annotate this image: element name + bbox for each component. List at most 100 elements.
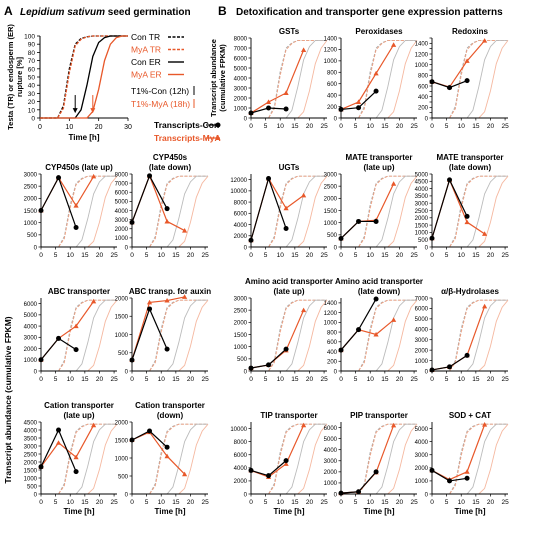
series-line-mya — [431, 40, 486, 88]
reference-germination-curve — [251, 299, 327, 372]
con-point — [266, 473, 272, 479]
x-tick-label: 5 — [264, 123, 268, 130]
reference-germination-curve — [341, 423, 417, 495]
reference-germination-curve — [341, 423, 417, 495]
y-tick-label: 70 — [28, 58, 36, 65]
x-tick-label: 15 — [472, 499, 480, 506]
y-tick-label: 2000 — [415, 348, 429, 354]
y-tick-label: 12000 — [230, 178, 247, 184]
x-tick-label: 25 — [320, 499, 328, 506]
reference-germination-curve — [432, 175, 508, 248]
x-tick-label: 15 — [172, 252, 180, 259]
con-point — [73, 469, 79, 475]
mya-point — [391, 317, 397, 322]
reference-germination-curve — [432, 175, 508, 248]
chart-title: (late down) — [358, 287, 401, 296]
chart-title: UGTs — [279, 163, 300, 172]
con-point — [248, 110, 254, 116]
mya-point — [464, 58, 470, 63]
y-tick-label: 2000 — [324, 470, 338, 476]
y-tick-label: 1200 — [324, 311, 338, 317]
y-tick-label: 1500 — [115, 438, 129, 444]
y-tick-label: 5000 — [415, 317, 429, 323]
y-tick-label: 0 — [244, 245, 248, 251]
y-tick-label: 1000 — [324, 59, 338, 65]
x-tick-label: 20 — [487, 252, 495, 259]
reference-germination-curve — [432, 299, 509, 372]
x-tick-label: 0 — [249, 376, 253, 383]
series-line-mya — [250, 176, 304, 241]
mya-point — [73, 203, 79, 208]
y-tick-label: 80 — [28, 50, 36, 57]
y-tick-label: 0 — [425, 245, 429, 251]
x-tick-label: 15 — [472, 376, 480, 383]
reference-germination-curve — [132, 175, 208, 248]
y-tick-label: 1200 — [324, 48, 338, 54]
y-tick-label: 4000 — [115, 209, 129, 215]
reference-germination-curve — [341, 299, 417, 372]
reference-germination-curve — [251, 39, 327, 119]
con-point — [373, 469, 379, 475]
y-tick-label: 400 — [327, 350, 338, 356]
y-tick-label: 1000 — [234, 345, 248, 351]
y-tick-label: 4000 — [234, 76, 248, 82]
x-tick-label: 5 — [54, 252, 58, 259]
y-tick-label: 6000 — [234, 453, 248, 459]
y-tick-label: 2500 — [324, 184, 338, 190]
y-tick-label: 3000 — [415, 202, 429, 208]
mya-point — [182, 227, 188, 233]
x-tick-label: 0 — [430, 499, 434, 506]
y-tick-label: 2000 — [115, 420, 129, 426]
mya-point — [164, 453, 170, 459]
small-chart: 0 5 10 15 20 25 0 500 1000 1500 2000 2500 3000 MATE t… — [324, 153, 418, 259]
y-tick-label: 5000 — [415, 172, 429, 178]
x-tick-label: 25 — [110, 499, 118, 506]
con-point — [248, 365, 254, 371]
reference-germination-curve — [41, 423, 117, 495]
y-tick-label: 0 — [334, 369, 338, 375]
y-tick-label: 3000 — [234, 86, 248, 92]
x-tick-label: 5 — [445, 376, 449, 383]
x-tick-label: 20 — [187, 252, 195, 259]
x-tick-label: 20 — [96, 252, 104, 259]
y-tick-label: 800 — [327, 330, 338, 336]
y-tick-label: 4000 — [415, 187, 429, 193]
con-point — [429, 367, 435, 373]
mya-point — [464, 469, 470, 474]
x-tick-label: 25 — [320, 252, 328, 259]
y-tick-label: 30 — [28, 91, 36, 98]
con-point — [283, 458, 289, 464]
reference-germination-curve — [41, 423, 118, 495]
con-point — [429, 235, 435, 241]
x-tick-label: 10 — [65, 124, 73, 131]
con-point — [447, 478, 453, 484]
chart-title: Amino acid transporter — [245, 277, 333, 286]
x-tick-label: 0 — [249, 499, 253, 506]
y-tick-label: 1000 — [415, 63, 429, 69]
reference-germination-curve — [432, 175, 509, 248]
y-tick-label: 200 — [327, 105, 338, 111]
y-tick-label: 0 — [125, 245, 129, 251]
x-tick-label: 5 — [54, 499, 58, 506]
chart-title: MATE transporter — [437, 153, 504, 162]
x-tick-label: 10 — [367, 252, 375, 259]
y-tick-label: 3000 — [415, 453, 429, 459]
chart-title: CYP450s — [153, 153, 188, 162]
reference-germination-curve — [341, 39, 417, 119]
x-tick-label: 15 — [472, 123, 480, 130]
small-chart: 0 5 10 15 20 25050010001500200025003000350040… — [415, 153, 509, 259]
panel-a-ylabel-2: rupture [%] — [15, 57, 24, 98]
mya-point — [482, 231, 488, 236]
x-tick-label: 25 — [501, 499, 509, 506]
mya-point — [73, 454, 79, 460]
y-tick-label: 0 — [125, 369, 129, 375]
y-tick-label: 6000 — [234, 212, 248, 218]
y-tick-label: 2000 — [234, 96, 248, 102]
y-tick-label: 3000 — [415, 338, 429, 344]
panel-b-ylabel-top-2: (cumulative FPKM) — [218, 44, 227, 112]
y-tick-label: 2000 — [234, 321, 248, 327]
y-tick-label: 1500 — [24, 209, 38, 215]
con-point — [356, 105, 362, 111]
y-tick-label: 500 — [237, 357, 248, 363]
x-tick-label: 0 — [430, 252, 434, 259]
